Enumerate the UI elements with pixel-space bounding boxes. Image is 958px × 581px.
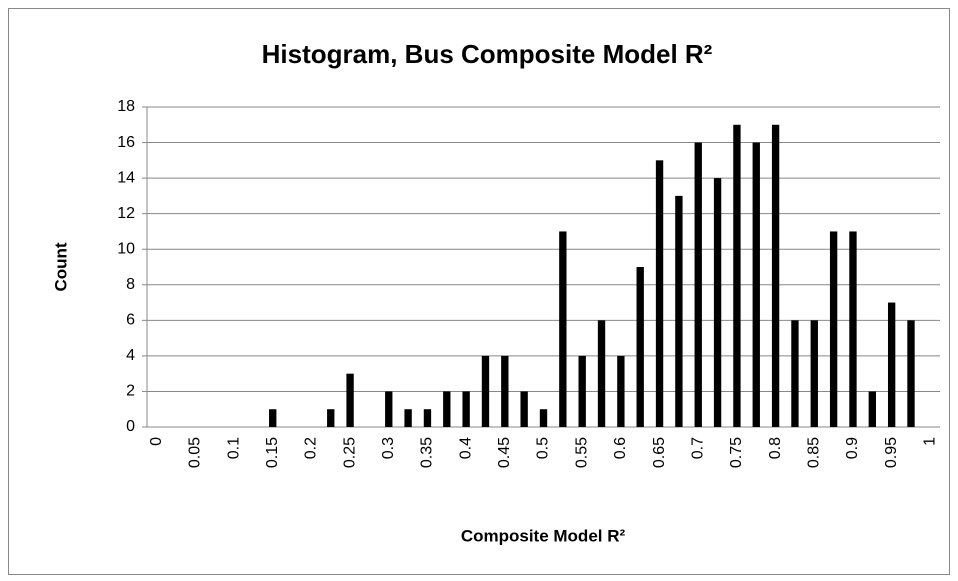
y-tick-label: 4 [126,347,135,364]
x-tick-label: 0.65 [651,437,668,468]
bar [327,409,335,427]
bar [404,409,412,427]
bar [868,391,876,427]
chart-title: Histogram, Bus Composite Model R² [262,39,713,69]
bar [713,178,722,427]
bar [501,355,509,427]
bar [771,124,780,428]
x-tick-label: 0.15 [264,437,281,468]
bar [810,320,818,427]
y-tick-label: 0 [126,418,135,435]
bar [578,355,586,427]
x-tick-label: 0.75 [728,437,745,468]
bar [559,231,567,427]
bar [675,195,683,427]
y-tick-label: 6 [126,312,135,329]
bar [520,391,528,427]
x-tick-label: 0.25 [341,437,358,468]
bar [655,160,664,428]
x-tick-label: 0.05 [187,437,204,468]
y-tick-label: 2 [126,383,135,400]
x-tick-label: 1 [922,437,939,446]
bar [791,320,799,427]
bar [733,124,741,428]
x-tick-label: 0.45 [496,437,513,468]
x-tick-label: 0.55 [573,437,590,468]
x-tick-label: 0.2 [303,437,320,459]
bar [462,391,470,427]
bar [694,142,702,428]
y-tick-label: 10 [117,240,135,257]
x-axis-title: Composite Model R² [461,526,626,545]
x-tick-label: 0.1 [225,437,242,459]
bar [829,231,838,427]
y-tick-label: 8 [126,276,135,293]
bar [385,391,393,427]
y-tick-label: 16 [117,134,135,151]
bar [481,355,490,427]
bar [597,320,606,427]
bar [443,391,451,427]
chart-frame [8,8,950,575]
bar [423,409,432,427]
x-tick-label: 0.95 [883,437,900,468]
x-tick-label: 0.4 [457,437,474,459]
x-tick-label: 0.85 [805,437,822,468]
bar [636,267,644,427]
bar [887,302,896,427]
bar [907,320,915,427]
bar [849,231,857,427]
x-tick-label: 0.9 [844,437,861,459]
y-axis-title: Count [51,242,70,291]
x-tick-label: 0.35 [419,437,436,468]
y-tick-label: 18 [117,98,135,115]
x-tick-label: 0.7 [689,437,706,459]
x-tick-label: 0 [148,437,165,446]
bar [539,409,548,427]
bar [617,355,625,427]
bar [346,373,354,427]
x-tick-label: 0.8 [767,437,784,459]
x-tick-label: 0.3 [380,437,397,459]
x-tick-label: 0.6 [612,437,629,459]
y-tick-label: 12 [117,205,135,222]
bar [269,409,277,427]
bar [752,142,760,428]
y-tick-label: 14 [117,169,135,186]
x-tick-label: 0.5 [535,437,552,459]
